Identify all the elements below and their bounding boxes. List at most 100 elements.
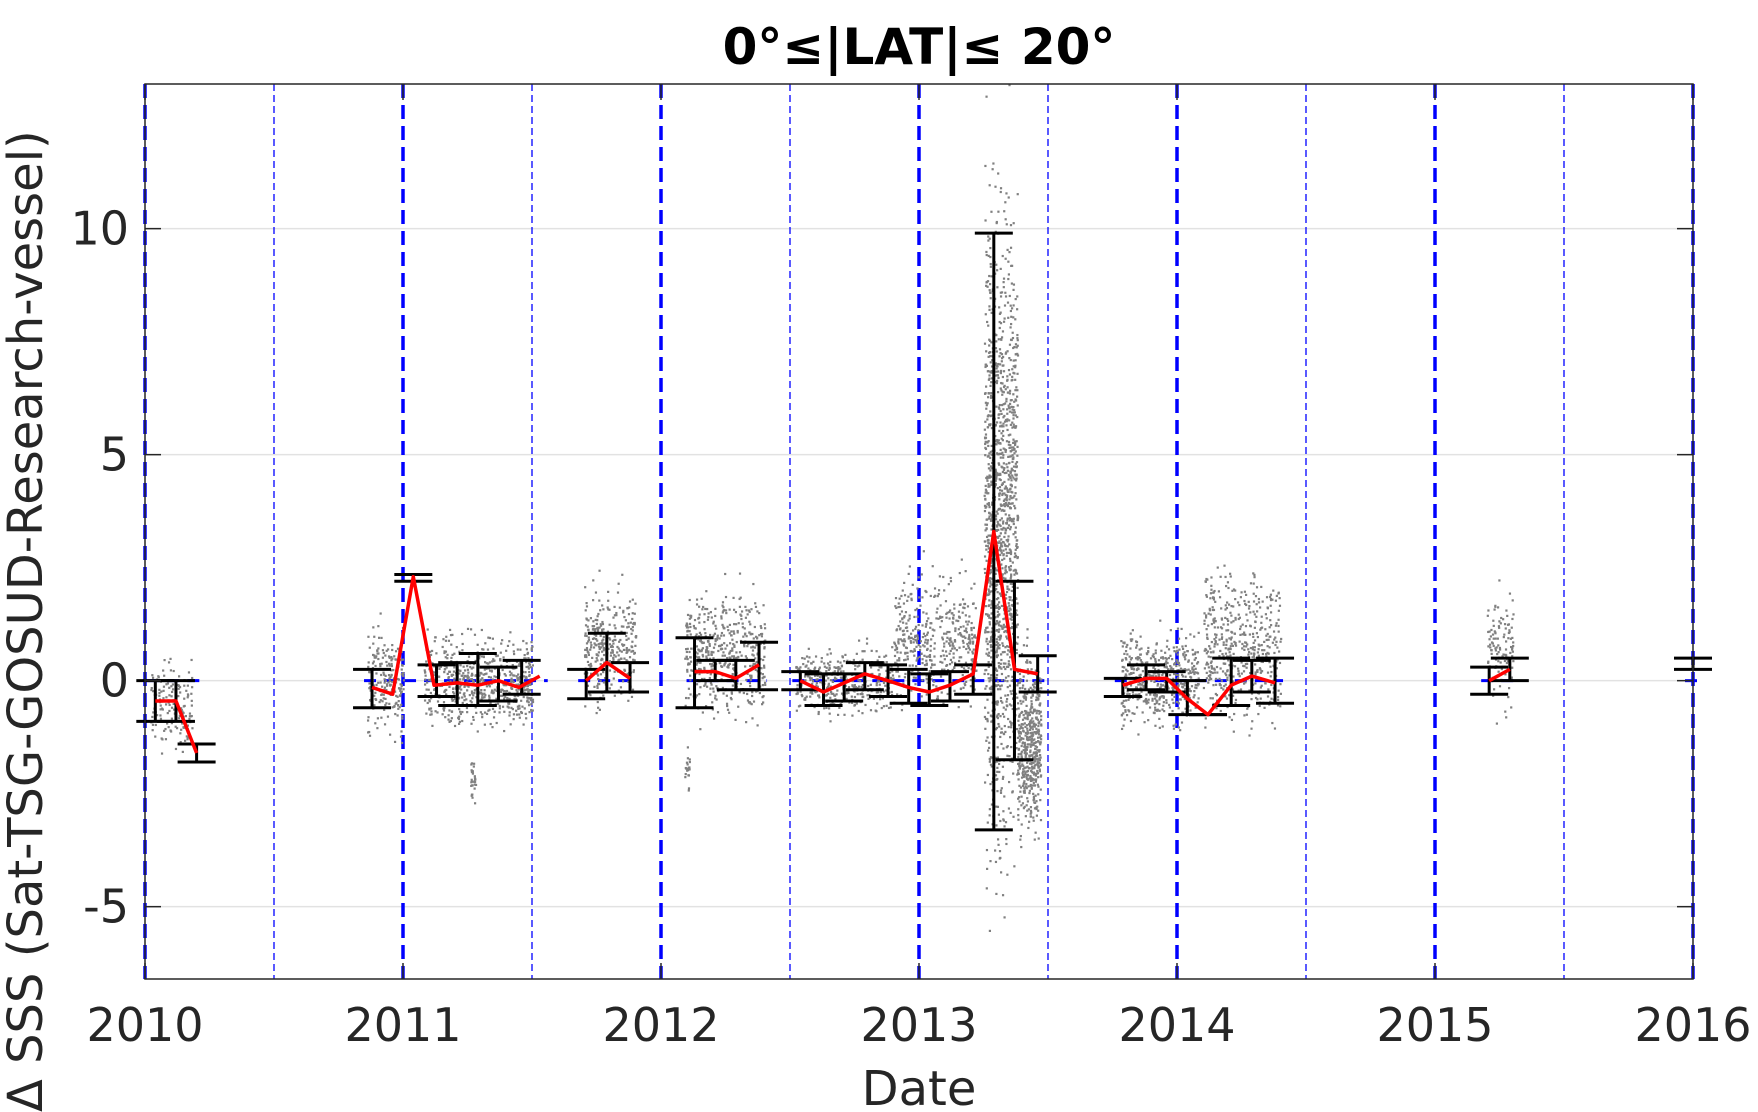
raw-point [1006, 494, 1009, 497]
raw-point [998, 643, 1001, 647]
raw-point [1004, 388, 1007, 391]
raw-point [633, 612, 636, 615]
raw-point [628, 656, 632, 659]
raw-point [1022, 700, 1025, 703]
raw-point [1006, 754, 1009, 757]
raw-point [1034, 780, 1037, 783]
raw-point [1000, 291, 1004, 294]
raw-point [945, 632, 948, 635]
raw-point [601, 650, 604, 653]
raw-point [1011, 604, 1014, 607]
raw-point [971, 637, 974, 640]
raw-point [718, 637, 721, 640]
raw-point [991, 501, 994, 504]
raw-point [1023, 722, 1026, 725]
raw-point [182, 726, 185, 729]
raw-point [925, 655, 928, 658]
raw-point [1005, 351, 1008, 354]
raw-point [819, 681, 822, 684]
raw-point [1000, 389, 1003, 392]
raw-point [529, 666, 533, 669]
raw-point [1002, 385, 1006, 389]
raw-point [984, 631, 987, 634]
raw-point [584, 648, 587, 651]
raw-point [163, 729, 166, 732]
raw-point [1028, 738, 1031, 741]
raw-point [740, 654, 743, 657]
raw-point [1037, 721, 1040, 724]
raw-point [457, 716, 460, 719]
raw-point [898, 659, 901, 662]
raw-point [996, 756, 999, 759]
raw-point [515, 709, 518, 712]
raw-point [377, 625, 380, 628]
raw-point [613, 654, 616, 657]
raw-point [1153, 703, 1156, 706]
raw-point [392, 668, 395, 672]
raw-point [1038, 677, 1041, 680]
raw-point [686, 668, 689, 672]
raw-point [997, 683, 1000, 687]
raw-point [1025, 724, 1029, 727]
raw-point [959, 625, 962, 629]
raw-point [583, 654, 587, 657]
raw-point [926, 641, 929, 644]
raw-point [483, 723, 486, 726]
raw-point [160, 690, 163, 693]
raw-point [612, 616, 615, 619]
raw-point [474, 659, 477, 663]
raw-point [709, 693, 712, 696]
raw-point [443, 671, 446, 674]
raw-point [1003, 916, 1006, 919]
raw-point [191, 676, 194, 680]
raw-point [1030, 754, 1033, 757]
raw-point [612, 677, 615, 680]
raw-point [462, 672, 465, 675]
raw-point [688, 758, 691, 761]
raw-point [1013, 573, 1016, 576]
raw-point [990, 565, 993, 568]
raw-point [499, 651, 502, 654]
raw-point [459, 712, 462, 716]
raw-point [1179, 682, 1182, 685]
raw-point [998, 403, 1001, 407]
raw-point [495, 697, 498, 700]
raw-point [596, 630, 599, 633]
raw-point [951, 621, 954, 624]
raw-point [1133, 712, 1136, 715]
raw-point [587, 640, 590, 643]
raw-point [952, 652, 955, 655]
raw-point [1002, 623, 1005, 626]
raw-point [1014, 536, 1017, 539]
raw-point [1022, 737, 1025, 740]
raw-point [912, 676, 915, 679]
raw-point [996, 453, 999, 456]
raw-point [166, 711, 169, 715]
raw-point [459, 710, 462, 713]
raw-point [689, 660, 693, 663]
raw-point [749, 623, 752, 626]
raw-point [750, 608, 753, 611]
raw-point [1011, 622, 1014, 625]
raw-point [400, 730, 403, 733]
raw-point [1040, 715, 1043, 718]
raw-point [450, 643, 453, 646]
raw-point [987, 547, 990, 550]
raw-point [985, 685, 988, 688]
raw-point [1185, 669, 1188, 672]
raw-point [473, 633, 477, 636]
raw-point [999, 662, 1002, 665]
raw-point [528, 697, 531, 700]
raw-point [857, 685, 861, 688]
raw-point [1011, 460, 1014, 463]
raw-point [587, 638, 591, 642]
raw-point [995, 684, 998, 688]
raw-point [959, 603, 962, 606]
raw-point [512, 674, 515, 677]
raw-point [714, 639, 717, 643]
raw-point [599, 642, 602, 645]
raw-point [998, 320, 1001, 324]
raw-point [737, 705, 740, 708]
raw-point [712, 634, 715, 637]
raw-point [596, 674, 600, 677]
